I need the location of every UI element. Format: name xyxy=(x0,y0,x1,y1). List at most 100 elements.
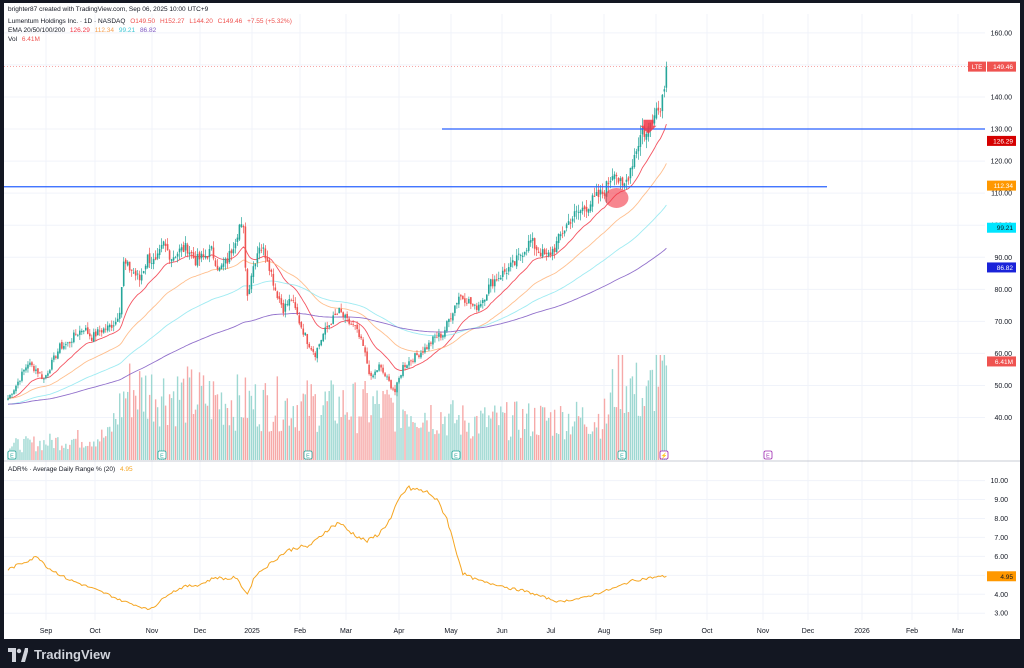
candle-body xyxy=(132,272,135,274)
candle-body xyxy=(288,299,291,306)
tradingview-logo[interactable]: TradingView xyxy=(8,647,110,662)
time-tick-label: Nov xyxy=(146,628,159,635)
candle-body xyxy=(21,371,23,381)
candle-body xyxy=(358,329,360,338)
candle-body xyxy=(639,135,642,147)
volume-bar xyxy=(320,415,322,460)
volume-bar xyxy=(152,421,155,460)
price-tick-label: 90.00 xyxy=(994,255,1012,262)
candle-body xyxy=(280,298,283,305)
volume-bar xyxy=(653,411,656,460)
volume-bar xyxy=(121,417,123,460)
candle-body xyxy=(408,361,410,366)
volume-bar xyxy=(657,386,660,460)
volume-legend[interactable]: Vol 6.41M xyxy=(8,36,43,43)
candle-body xyxy=(416,353,418,355)
down-arrow-icon xyxy=(640,119,657,134)
price-tick-label: 110.00 xyxy=(991,191,1012,198)
candle-body xyxy=(476,305,478,310)
candle-body xyxy=(352,324,354,325)
candle-body xyxy=(194,256,197,266)
candle-body xyxy=(158,249,161,256)
candle-body xyxy=(166,244,169,251)
volume-bar xyxy=(260,431,263,460)
volume-bar xyxy=(450,404,452,460)
candle-body xyxy=(81,330,83,333)
volume-bar xyxy=(144,375,147,460)
volume-bar xyxy=(91,446,93,460)
candle-body xyxy=(384,373,386,377)
volume-bar xyxy=(617,355,620,460)
candle-body xyxy=(458,296,460,305)
candle-body xyxy=(432,336,434,345)
candle-body xyxy=(7,398,9,400)
horizontal-lines[interactable] xyxy=(4,66,985,188)
candle-body xyxy=(613,174,616,179)
ema20-tag-bg xyxy=(987,135,1016,146)
volume-bar xyxy=(506,402,508,460)
time-tick-label: 2026 xyxy=(854,628,870,635)
chart-svg[interactable]: E E E E E ⚡ E 160.00 140.00 130.00 120.00 110.00 10… xyxy=(0,0,1024,641)
volume-bar xyxy=(188,377,191,460)
adr-tick-label: 3.00 xyxy=(994,611,1008,618)
volume-bar xyxy=(272,421,275,460)
volume-bar xyxy=(498,425,500,460)
volume-bar xyxy=(468,422,470,460)
volume-bar xyxy=(324,391,326,460)
candle-body xyxy=(222,263,225,267)
volume-bar xyxy=(496,412,498,460)
volume-bar xyxy=(635,362,638,460)
volume-bar xyxy=(430,405,432,460)
volume-bar xyxy=(410,416,412,460)
candle-body xyxy=(374,371,376,376)
volume-bar xyxy=(549,412,552,460)
candle-body xyxy=(172,257,175,261)
volume-bar xyxy=(476,415,478,460)
adr-legend[interactable]: ADR% · Average Daily Range % (20) 4.95 xyxy=(8,466,136,473)
volume-bar xyxy=(262,389,265,460)
candle-body xyxy=(51,359,53,370)
volume-bar xyxy=(154,399,157,460)
earnings-marker-icon xyxy=(763,450,773,460)
adr-tick-label: 6.00 xyxy=(994,554,1008,561)
volume-bar xyxy=(372,396,374,460)
footer-bar xyxy=(0,641,1024,668)
candle-body xyxy=(587,209,590,213)
candle-body xyxy=(404,364,406,368)
candle-body xyxy=(290,300,293,302)
earnings-marker-label: E xyxy=(160,454,164,460)
candle-body xyxy=(428,342,430,350)
volume-bar xyxy=(559,406,562,460)
candle-body xyxy=(79,330,81,335)
volume-bar xyxy=(45,444,47,460)
ema-legend-label: EMA 20/50/100/200 xyxy=(8,27,66,34)
volume-bar xyxy=(264,383,267,460)
candle-body xyxy=(73,332,75,343)
volume-bar xyxy=(595,427,598,460)
candle-body xyxy=(631,166,634,170)
volume-bar xyxy=(212,381,215,460)
candlesticks xyxy=(7,61,668,401)
volume-bar xyxy=(71,439,73,460)
candle-body xyxy=(11,394,13,396)
volume-bar xyxy=(39,440,41,460)
volume-bar xyxy=(310,384,312,460)
candle-body xyxy=(444,330,446,337)
candle-body xyxy=(412,360,414,362)
candle-body xyxy=(272,273,275,286)
volume-bar xyxy=(308,415,310,460)
volume-bar xyxy=(374,403,376,460)
symbol-title[interactable]: Lumentum Holdings Inc. · 1D · NASDAQ xyxy=(8,18,126,25)
volume-bar xyxy=(424,412,426,460)
candle-body xyxy=(17,381,19,386)
ema-legend[interactable]: EMA 20/50/100/200 126.29 112.34 99.21 86… xyxy=(8,27,159,34)
candle-body xyxy=(136,273,139,275)
volume-bar xyxy=(278,431,281,460)
candle-body xyxy=(252,266,255,277)
volume-bar xyxy=(573,421,576,460)
volume-bar xyxy=(304,394,306,460)
time-axis[interactable]: Sep Oct Nov Dec 2025 Feb Mar Apr May Jun Jul Aug Sep… xyxy=(40,628,965,635)
volume-bar xyxy=(488,415,490,460)
price-axis[interactable]: 160.00140.00130.00120.00110.00100.0090.0… xyxy=(968,30,1016,618)
volume-bar xyxy=(514,401,516,460)
